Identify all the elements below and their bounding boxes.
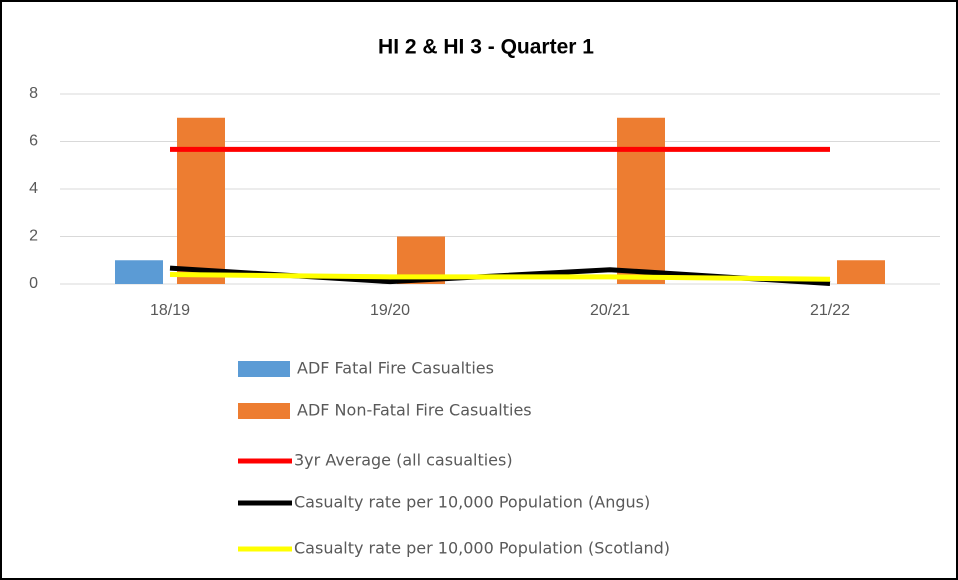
legend-label: 3yr Average (all casualties) bbox=[294, 451, 513, 470]
y-tick-label: 6 bbox=[29, 133, 38, 150]
y-tick-label: 0 bbox=[29, 275, 38, 292]
legend-label: Casualty rate per 10,000 Population (Sco… bbox=[294, 539, 670, 558]
legend-label: ADF Non-Fatal Fire Casualties bbox=[297, 401, 532, 420]
y-tick-label: 4 bbox=[29, 180, 38, 197]
x-tick-label: 20/21 bbox=[590, 302, 630, 319]
x-tick-label: 19/20 bbox=[370, 302, 410, 319]
bar bbox=[177, 117, 225, 284]
bar bbox=[837, 260, 885, 284]
bar bbox=[115, 260, 163, 284]
legend-swatch bbox=[238, 361, 290, 377]
legend-label: ADF Fatal Fire Casualties bbox=[297, 359, 494, 378]
legend-swatch bbox=[238, 403, 290, 419]
legend-label: Casualty rate per 10,000 Population (Ang… bbox=[294, 493, 650, 512]
y-tick-label: 2 bbox=[29, 228, 38, 245]
y-tick-label: 8 bbox=[29, 85, 38, 102]
line bbox=[169, 272, 831, 282]
chart-title: HI 2 & HI 3 - Quarter 1 bbox=[378, 36, 594, 59]
x-tick-label: 21/22 bbox=[810, 302, 850, 319]
x-tick-label: 18/19 bbox=[150, 302, 190, 319]
bar bbox=[617, 117, 665, 284]
